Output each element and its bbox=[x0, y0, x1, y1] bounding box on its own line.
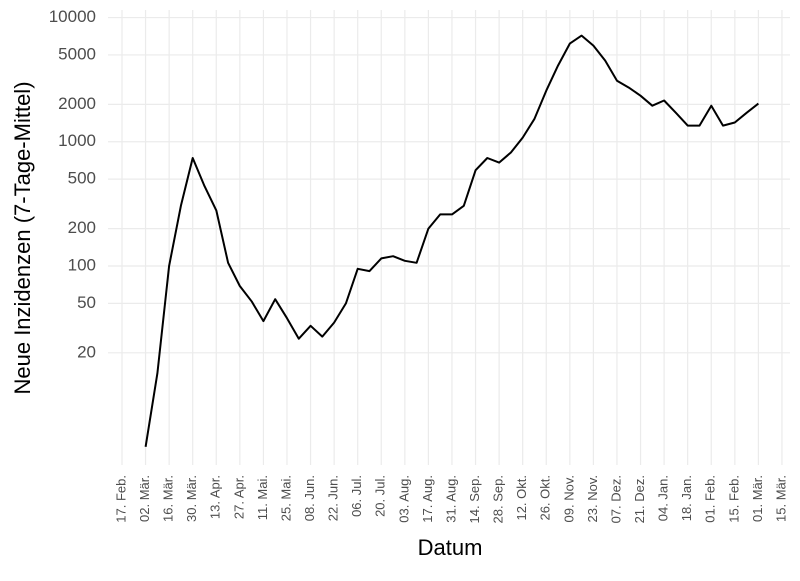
x-tick-label: 31. Aug. bbox=[443, 475, 458, 523]
x-tick-label: 15. Mär. bbox=[773, 475, 788, 522]
x-tick-label: 13. Apr. bbox=[208, 475, 223, 519]
y-tick-label: 200 bbox=[68, 218, 96, 237]
x-tick-label: 06. Jul. bbox=[349, 475, 364, 517]
x-tick-label: 11. Mai. bbox=[255, 475, 270, 520]
x-tick-label: 15. Feb. bbox=[726, 475, 741, 523]
x-tick-label: 09. Nov. bbox=[561, 475, 576, 522]
y-tick-label: 5000 bbox=[58, 44, 96, 63]
x-tick-label: 26. Okt. bbox=[538, 475, 553, 521]
x-tick-label: 08. Jun. bbox=[302, 475, 317, 521]
y-tick-label: 20 bbox=[77, 342, 96, 361]
x-tick-label: 17. Feb. bbox=[113, 475, 128, 523]
x-tick-label: 14. Sep. bbox=[467, 475, 482, 523]
x-tick-label: 04. Jan. bbox=[656, 475, 671, 521]
y-tick-label: 50 bbox=[77, 293, 96, 312]
x-tick-label: 22. Jun. bbox=[326, 475, 341, 521]
x-tick-label: 01. Mär. bbox=[750, 475, 765, 522]
x-tick-label: 25. Mai. bbox=[278, 475, 293, 521]
y-tick-label: 100 bbox=[68, 255, 96, 274]
line bbox=[144, 34, 760, 447]
x-tick-label: 30. Mär. bbox=[184, 475, 199, 522]
x-tick-label: 12. Okt. bbox=[514, 475, 529, 521]
x-tick-label: 28. Sep. bbox=[491, 475, 506, 523]
y-tick-label: 500 bbox=[68, 169, 96, 188]
x-tick-label: 18. Jan. bbox=[679, 475, 694, 521]
x-tick-label: 01. Feb. bbox=[703, 475, 718, 523]
y-tick-label: 2000 bbox=[58, 94, 96, 113]
y-tick-label: 10000 bbox=[49, 7, 96, 26]
x-tick-label: 20. Jul. bbox=[373, 475, 388, 517]
x-tick-label: 03. Aug. bbox=[396, 475, 411, 523]
x-tick-label: 16. Mär. bbox=[161, 475, 176, 522]
x-tick-label: 07. Dez. bbox=[608, 475, 623, 523]
y-axis-label: Neue Inzidenzen (7-Tage-Mittel) bbox=[10, 81, 35, 394]
x-tick-label: 02. Mär. bbox=[137, 475, 152, 522]
y-tick-label: 1000 bbox=[58, 131, 96, 150]
x-tick-label: 27. Apr. bbox=[231, 475, 246, 519]
x-tick-label: 21. Dez. bbox=[632, 475, 647, 523]
x-axis-label: Datum bbox=[418, 535, 483, 560]
x-tick-label: 17. Aug. bbox=[420, 475, 435, 523]
x-tick-label: 23. Nov. bbox=[585, 475, 600, 522]
